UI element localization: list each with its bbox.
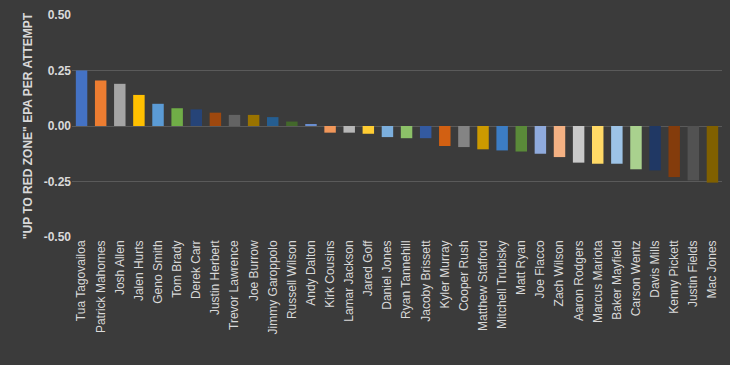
svg-text:Kenny Pickett: Kenny Pickett	[667, 240, 681, 314]
svg-text:Josh Allen: Josh Allen	[113, 240, 127, 295]
svg-text:Mitchell Trubisky: Mitchell Trubisky	[495, 240, 509, 329]
svg-text:Russell Wilson: Russell Wilson	[285, 240, 299, 319]
svg-text:Jalen Hurts: Jalen Hurts	[132, 240, 146, 301]
svg-text:Patrick Mahomes: Patrick Mahomes	[94, 240, 108, 333]
svg-text:Lamar Jackson: Lamar Jackson	[342, 240, 356, 321]
svg-text:Geno Smith: Geno Smith	[151, 240, 165, 303]
svg-text:-0.50: -0.50	[44, 230, 72, 244]
svg-text:Jacoby Brissett: Jacoby Brissett	[419, 240, 433, 322]
svg-text:Tua Tagovailoa: Tua Tagovailoa	[74, 240, 88, 321]
svg-text:Tom Brady: Tom Brady	[170, 240, 184, 297]
svg-text:Justin Fields: Justin Fields	[686, 240, 700, 307]
svg-text:Marcus Mariota: Marcus Mariota	[591, 240, 605, 323]
svg-text:0.50: 0.50	[48, 8, 72, 22]
svg-text:Davis Mills: Davis Mills	[648, 240, 662, 297]
svg-text:-0.25: -0.25	[44, 175, 72, 189]
svg-text:Zach Wilson: Zach Wilson	[552, 240, 566, 306]
svg-text:Trevor Lawrence: Trevor Lawrence	[227, 240, 241, 330]
svg-text:Mac Jones: Mac Jones	[705, 240, 719, 298]
svg-text:0.25: 0.25	[48, 64, 72, 78]
svg-text:Andy Dalton: Andy Dalton	[304, 240, 318, 305]
svg-text:Jared Goff: Jared Goff	[361, 240, 375, 296]
svg-text:Aaron Rodgers: Aaron Rodgers	[572, 240, 586, 321]
svg-text:Ryan Tannehill: Ryan Tannehill	[399, 240, 413, 319]
svg-text:Kirk Cousins: Kirk Cousins	[323, 240, 337, 307]
svg-text:Joe Flacco: Joe Flacco	[533, 240, 547, 298]
svg-text:Daniel Jones: Daniel Jones	[380, 240, 394, 309]
svg-text:Jimmy Garoppolo: Jimmy Garoppolo	[266, 240, 280, 334]
svg-text:Baker Mayfield: Baker Mayfield	[610, 240, 624, 319]
svg-text:"UP TO RED ZONE" EPA PER ATTEM: "UP TO RED ZONE" EPA PER ATTEMPT	[21, 12, 35, 239]
svg-text:Joe Burrow: Joe Burrow	[247, 240, 261, 301]
svg-text:0.00: 0.00	[48, 119, 72, 133]
svg-text:Derek Carr: Derek Carr	[189, 240, 203, 299]
svg-text:Matthew Stafford: Matthew Stafford	[476, 240, 490, 331]
svg-text:Cooper Rush: Cooper Rush	[457, 240, 471, 311]
svg-text:Matt Ryan: Matt Ryan	[514, 240, 528, 295]
svg-text:Justin Herbert: Justin Herbert	[208, 240, 222, 315]
svg-text:Kyler Murray: Kyler Murray	[438, 240, 452, 308]
svg-text:Carson Wentz: Carson Wentz	[629, 240, 643, 316]
